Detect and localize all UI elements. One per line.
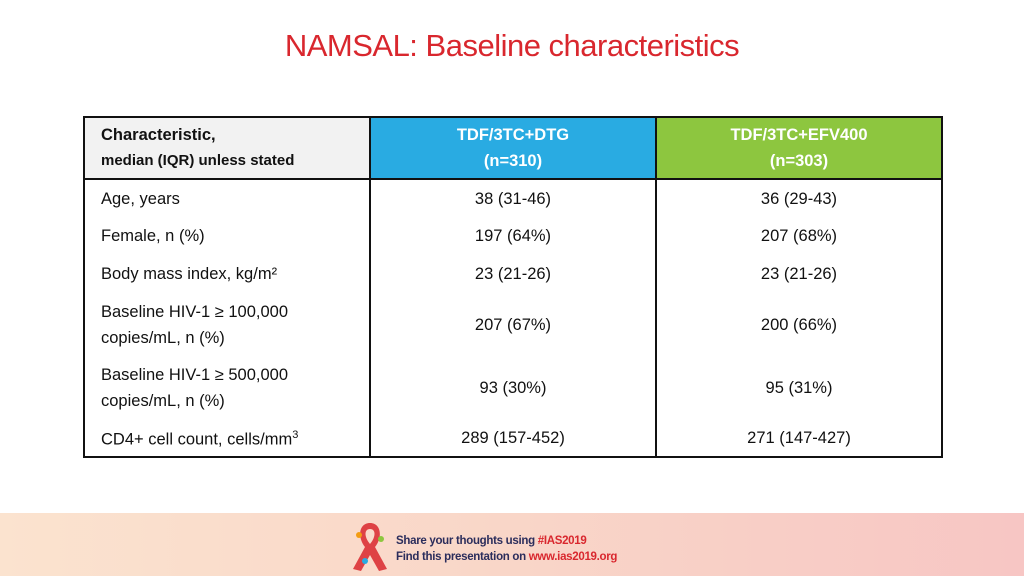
row-label: Baseline HIV-1 ≥ 500,000: [101, 365, 289, 384]
row-label-cell: Body mass index, kg/m²: [83, 255, 370, 293]
ribbon-logo: [353, 523, 387, 571]
header-line: TDF/3TC+EFV400: [730, 126, 868, 144]
hashtag[interactable]: #IAS2019: [537, 535, 587, 547]
value-cell: 207 (67%): [369, 293, 656, 356]
characteristics-table: Characteristic, median (IQR) unless state…: [83, 116, 943, 458]
row-label: Baseline HIV-1 ≥ 100,000: [101, 302, 289, 321]
row-label: CD4+ cell count, cells/mm3: [101, 429, 299, 449]
value-cell: 23 (21-26): [369, 255, 656, 293]
row-label-cell: Baseline HIV-1 ≥ 500,000 copies/mL, n (%): [83, 356, 370, 419]
table-row: Baseline HIV-1 ≥ 500,000 copies/mL, n (%)…: [83, 356, 942, 419]
row-label: Body mass index, kg/m²: [101, 265, 278, 283]
row-label-cell: Female, n (%): [83, 217, 370, 255]
value-cell: 38 (31-46): [369, 179, 656, 217]
table-row: CD4+ cell count, cells/mm3 289 (157-452) 2…: [83, 419, 942, 457]
value-cell: 23 (21-26): [655, 255, 942, 293]
row-label-cell: Baseline HIV-1 ≥ 100,000 copies/mL, n (%): [83, 293, 370, 356]
table-row: Age, years 38 (31-46) 36 (29-43): [83, 179, 942, 217]
header-line: TDF/3TC+DTG: [456, 126, 570, 144]
header-cell: TDF/3TC+EFV400 (n=303): [655, 117, 942, 180]
table-row: Baseline HIV-1 ≥ 100,000 copies/mL, n (%)…: [83, 293, 942, 356]
value-cell: 200 (66%): [655, 293, 942, 356]
value-cell: 93 (30%): [369, 356, 656, 419]
header-line: median (IQR) unless stated: [101, 152, 295, 169]
header-cell: Characteristic, median (IQR) unless state…: [83, 117, 370, 180]
website-link[interactable]: www.ias2019.org: [528, 551, 618, 563]
row-label: copies/mL, n (%): [101, 391, 225, 410]
value-cell: 95 (31%): [655, 356, 942, 419]
header-line: (n=310): [483, 152, 543, 170]
header-line: Characteristic,: [101, 126, 216, 144]
table-row: Female, n (%) 197 (64%) 207 (68%): [83, 217, 942, 255]
footer-line: Find this presentation on: [396, 551, 529, 563]
row-label-cell: Age, years: [83, 179, 370, 217]
row-label-cell: CD4+ cell count, cells/mm3: [83, 419, 370, 457]
footer-text: Share your thoughts using #IAS2019 Find …: [396, 533, 617, 565]
value-cell: 271 (147-427): [655, 419, 942, 457]
value-cell: 207 (68%): [655, 217, 942, 255]
value-cell: 36 (29-43): [655, 179, 942, 217]
value-cell: 197 (64%): [369, 217, 656, 255]
value-cell: 289 (157-452): [369, 419, 656, 457]
table-row: Body mass index, kg/m² 23 (21-26) 23 (21-2…: [83, 255, 942, 293]
footer-banner: Share your thoughts using #IAS2019 Find …: [0, 513, 1024, 576]
header-cell: TDF/3TC+DTG (n=310): [369, 117, 656, 180]
slide-title: NAMSAL: Baseline characteristics: [284, 28, 740, 63]
row-label: Age, years: [101, 189, 180, 208]
footer-line: Share your thoughts using: [396, 535, 538, 547]
row-label: Female, n (%): [101, 227, 205, 245]
row-label: copies/mL, n (%): [101, 328, 225, 347]
header-line: (n=303): [769, 152, 829, 170]
superscript: 3: [292, 429, 299, 442]
